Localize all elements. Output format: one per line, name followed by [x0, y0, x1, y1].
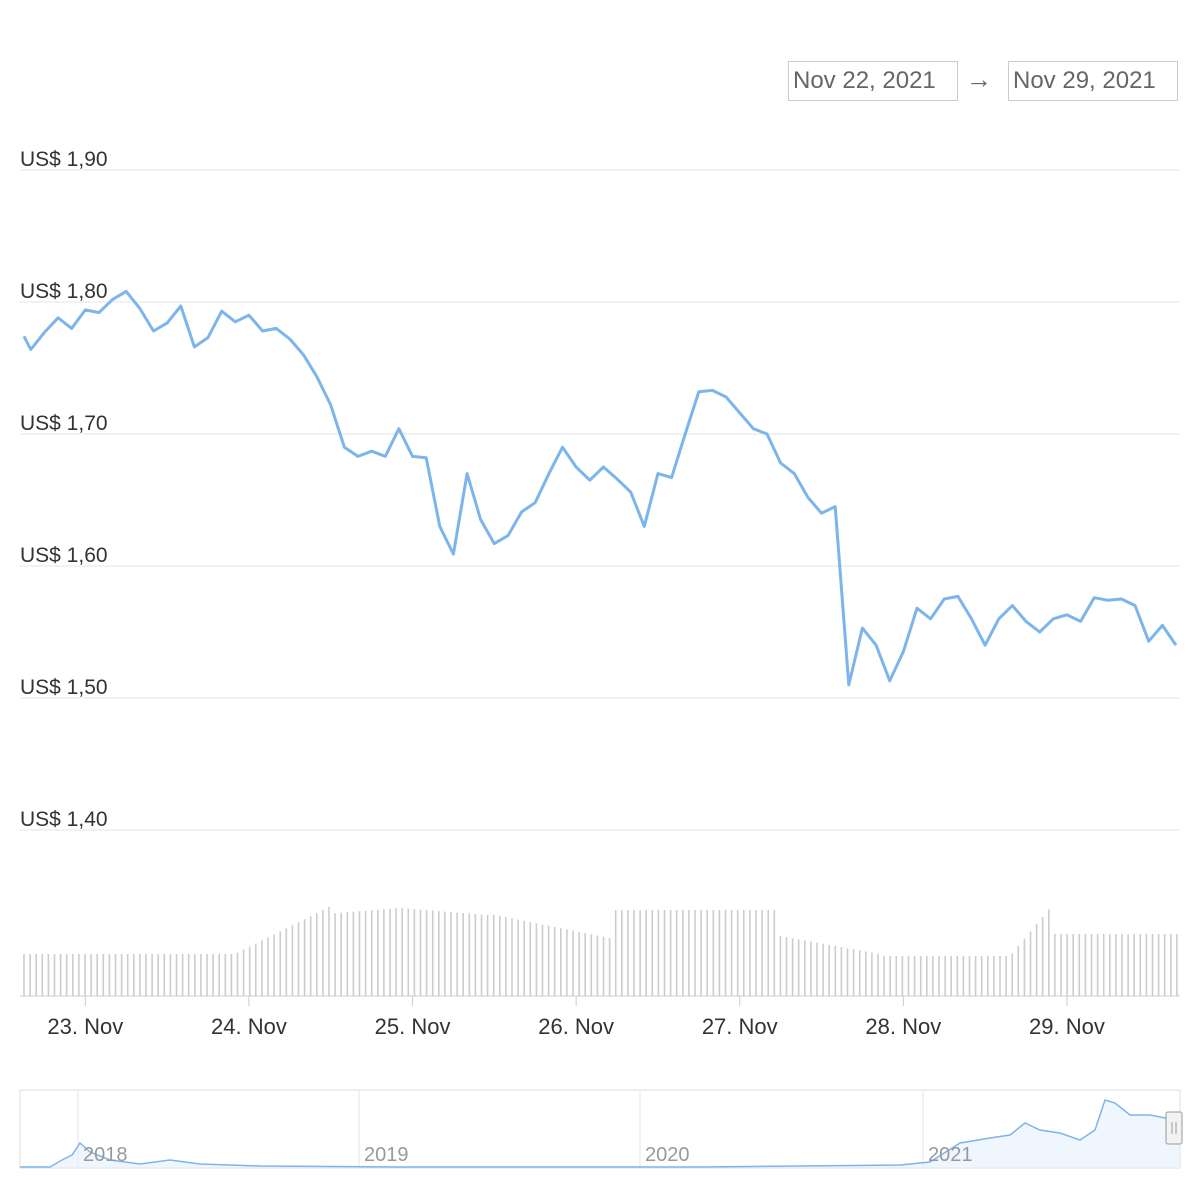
navigator-grid [77, 1090, 924, 1168]
navigator-area [20, 1100, 1180, 1168]
x-tick-label: 28. Nov [865, 1014, 941, 1039]
navigator-year-label: 2021 [928, 1144, 973, 1166]
y-tick-label: US$ 1,50 [20, 676, 108, 699]
y-tick-label: US$ 1,90 [20, 148, 108, 171]
range-arrow: → [966, 64, 992, 94]
x-tick-label: 27. Nov [702, 1014, 778, 1039]
x-tick-label: 25. Nov [375, 1014, 451, 1039]
navigator-year-label: 2018 [83, 1144, 128, 1166]
navigator-year-labels: 2018 2019 2020 2021 [83, 1144, 973, 1166]
volume-bars [23, 907, 1178, 996]
x-tick-label: 29. Nov [1029, 1014, 1105, 1039]
range-to-input[interactable]: Nov 29, 2021 [1008, 61, 1178, 101]
navigator-handle[interactable] [1165, 1111, 1183, 1145]
x-tick-label: 23. Nov [47, 1014, 123, 1039]
x-axis-labels: 23. Nov 24. Nov 25. Nov 26. Nov 27. Nov 28. N… [47, 996, 1105, 1039]
range-from-input[interactable]: Nov 22, 2021 [788, 61, 958, 101]
x-tick-label: 26. Nov [538, 1014, 614, 1039]
x-tick-label: 24. Nov [211, 1014, 287, 1039]
navigator-year-label: 2019 [364, 1144, 409, 1166]
y-axis-labels: US$ 1,90 US$ 1,80 US$ 1,70 US$ 1,60 US$ 1,50… [20, 148, 108, 831]
y-tick-label: US$ 1,70 [20, 412, 108, 435]
y-tick-label: US$ 1,40 [20, 808, 108, 831]
grid-lines [20, 169, 1180, 831]
navigator[interactable]: 2018 2019 2020 2021 [19, 1089, 1183, 1169]
price-points [24, 291, 1176, 685]
y-tick-label: US$ 1,80 [20, 280, 108, 303]
y-tick-label: US$ 1,60 [20, 544, 108, 567]
navigator-line [20, 1099, 1181, 1168]
navigator-year-label: 2020 [645, 1144, 690, 1166]
price-line [22, 289, 1178, 687]
